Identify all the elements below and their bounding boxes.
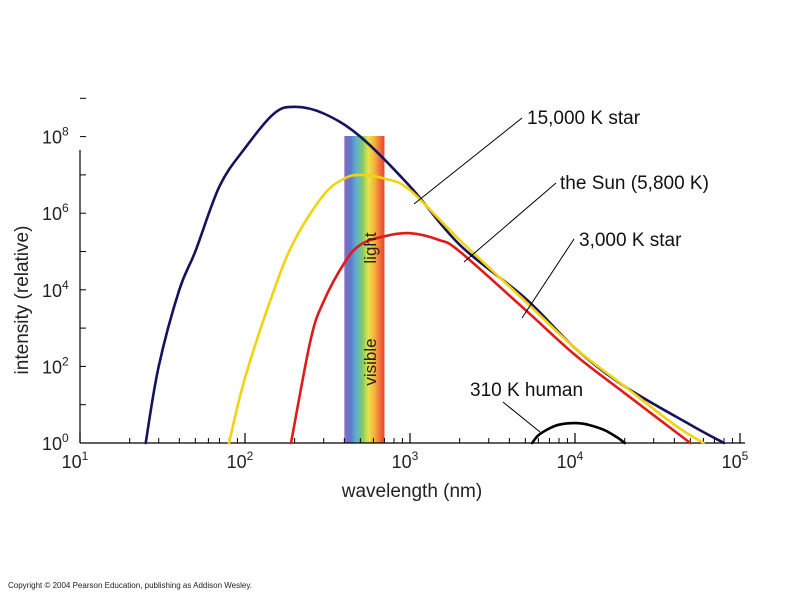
x-axis-title: wavelength (nm) bbox=[341, 481, 482, 502]
y-tick-label: 104 bbox=[42, 278, 69, 301]
copyright-notice: Copyright © 2004 Pearson Education, publ… bbox=[8, 581, 252, 590]
series-line-sun bbox=[227, 173, 705, 445]
leader-line-sun bbox=[463, 182, 557, 263]
leader-line-human bbox=[502, 401, 541, 433]
visible-band-label-bottom: visible bbox=[361, 338, 380, 385]
y-tick-label: 108 bbox=[42, 125, 69, 148]
x-tick-label: 102 bbox=[227, 449, 254, 472]
series-label-3000k: 3,000 K star bbox=[579, 230, 682, 251]
series-label-human: 310 K human bbox=[470, 380, 583, 401]
visible-band-label-top: light bbox=[361, 232, 380, 263]
y-tick-label: 106 bbox=[42, 201, 69, 224]
x-tick-label: 104 bbox=[557, 449, 584, 472]
y-axis-title: intensity (relative) bbox=[12, 226, 33, 375]
y-tick-label: 100 bbox=[42, 431, 69, 454]
x-tick-label: 105 bbox=[722, 449, 749, 472]
leader-line-15000k bbox=[413, 117, 523, 205]
x-tick-label: 103 bbox=[392, 449, 419, 472]
leader-line-3000k bbox=[521, 238, 575, 319]
y-tick-label: 102 bbox=[42, 354, 69, 377]
series-line-15000k bbox=[144, 105, 726, 445]
series-label-15000k: 15,000 K star bbox=[527, 108, 641, 129]
series-line-human bbox=[530, 421, 626, 445]
series-label-sun: the Sun (5,800 K) bbox=[560, 173, 709, 194]
visible-light-band bbox=[344, 136, 385, 443]
series-line-3000k bbox=[289, 231, 692, 445]
x-tick-label: 101 bbox=[62, 449, 89, 472]
